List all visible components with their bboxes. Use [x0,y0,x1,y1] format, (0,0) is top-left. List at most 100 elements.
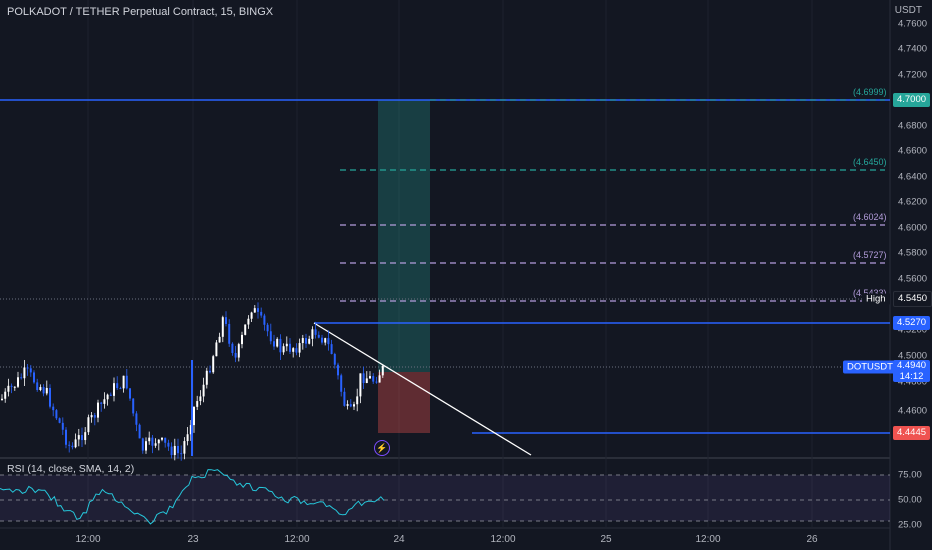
candle-body [145,441,147,451]
candle-body [250,312,253,319]
candle-body [202,384,205,397]
candle-body [119,388,122,390]
candle-body [225,317,227,324]
candle-body [17,377,19,387]
time-tick: 24 [393,534,405,545]
stop-price-label: 4.4445 [893,426,930,440]
candle-body [365,378,368,384]
candle-body [327,338,330,345]
chart-title: POLKADOT / TETHER Perpetual Contract, 15… [7,6,274,18]
current-price-label: 4.4940 14:12 [893,360,930,382]
candle-body [257,308,259,312]
target-zone [378,100,430,372]
resistance-price-label: 4.5270 [893,316,930,330]
candle-body [378,375,381,383]
candle-body [317,334,320,338]
candle-body [23,367,26,379]
candle-body [138,424,141,439]
candle-body [164,437,167,443]
candle-body [212,356,215,373]
stop-zone [378,372,430,433]
candle-body [189,425,192,435]
candle-body [330,344,333,354]
price-tick: 4.5600 [898,273,928,285]
price-tick: 4.6800 [898,120,928,132]
lightning-bolt-icon[interactable]: ⚡ [374,440,390,456]
candle-body [375,381,378,383]
candle-body [20,377,23,379]
candle-body [36,382,39,390]
candle-body [58,418,61,423]
candle-body [381,365,384,376]
time-tick: 26 [806,534,818,545]
price-tick: 4.5800 [898,247,928,259]
fib-level-label: (4.5727) [853,250,887,260]
candle-body [218,336,221,343]
candle-body [215,342,218,357]
candle-body [87,417,90,433]
candle-body [285,343,288,347]
candle-body [170,446,173,456]
candle-body [157,439,160,444]
candle-body [359,373,362,397]
candle-body [13,386,16,388]
candle-body [305,338,307,344]
price-tick: 4.4600 [898,405,928,417]
candle-body [100,402,103,404]
candle-body [349,404,352,407]
candle-body [308,338,311,344]
time-tick: 25 [600,534,612,545]
price-tick: 4.7400 [898,43,928,55]
candle-body [231,343,234,353]
candle-body [295,348,298,353]
price-tick: 4.7200 [898,69,928,81]
price-tick: 4.7600 [898,18,928,30]
price-tick: 4.6600 [898,145,928,157]
candle-body [311,329,314,339]
candle-body [42,387,45,394]
candle-body [260,311,263,316]
candle-body [132,398,135,414]
candle-body [234,352,237,358]
price-tick: 4.4800 [898,376,928,388]
candle-body [39,387,42,390]
candle-body [167,442,170,447]
candle-body [93,415,96,418]
candle-body [266,324,269,332]
candle-body [269,331,272,342]
candle-body [81,435,83,441]
candle-body [263,315,266,325]
candle-body [292,348,295,352]
candle-body [180,453,183,455]
candle-body [253,308,256,313]
candle-body [103,399,106,404]
candle-body [49,387,51,407]
candle-body [276,338,279,347]
candle-body [372,376,375,382]
candle-body [161,437,163,440]
candle-body [26,367,29,369]
fib-level-label: (4.6999) [853,87,887,97]
candle-body [45,387,48,394]
time-tick: 12:00 [284,534,310,545]
candle-body [77,435,80,440]
candle-body [244,324,247,335]
candle-body [10,385,13,387]
candle-body [109,394,112,396]
candle-body [321,337,323,343]
candle-body [369,376,371,379]
candle-body [135,413,138,425]
candle-body [362,373,365,384]
rsi-title: RSI (14, close, SMA, 14, 2) [7,463,135,475]
candle-body [279,338,282,353]
candle-body [183,441,186,454]
fib-level-label: (4.6024) [853,212,887,222]
candle-body [301,338,304,344]
rsi-tick: 75.00 [898,469,922,481]
candle-body [106,394,109,400]
time-tick: 23 [187,534,199,545]
candle-body [7,385,10,392]
candle-body [122,375,125,389]
rsi-tick: 50.00 [898,494,922,506]
